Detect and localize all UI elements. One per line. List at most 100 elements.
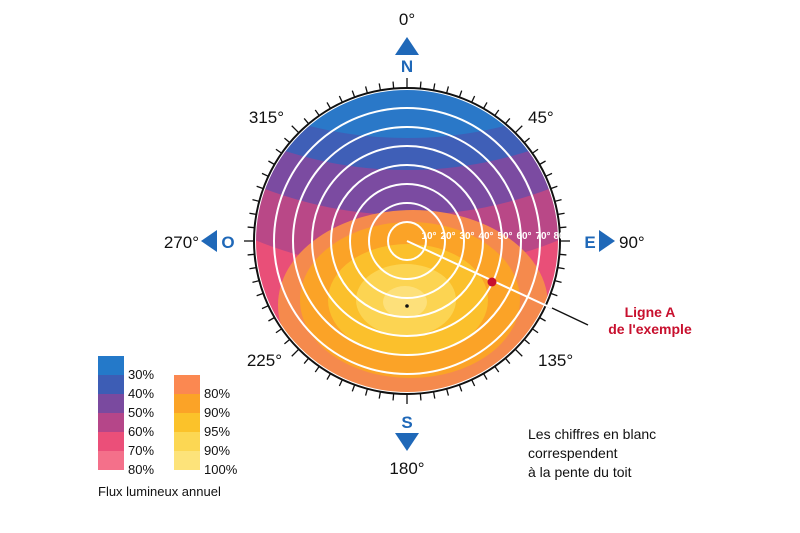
rim-tick — [471, 95, 476, 103]
compass-arrows — [201, 37, 615, 451]
legend-warm-swatch — [174, 432, 200, 451]
legend-cool-label: 60% — [128, 424, 155, 439]
rim-tick — [249, 266, 257, 270]
legend-cool-swatch — [98, 375, 124, 394]
example-line-a-outer — [551, 307, 589, 326]
north-arrow-icon — [395, 37, 419, 55]
rim-tick — [291, 348, 300, 357]
rim-tick — [351, 90, 356, 98]
rim-tick — [559, 226, 567, 229]
rim-tick — [268, 160, 275, 166]
degree-270: 270° — [164, 233, 199, 252]
rim-tick — [392, 81, 395, 89]
note-line-2: correspendent — [528, 445, 618, 461]
legend-cool-swatch — [98, 356, 124, 375]
slope-labels: 10° 20° 30° 40° 50° 60° 70° 80° — [421, 231, 568, 242]
rim-tick — [261, 305, 269, 310]
degree-180: 180° — [389, 459, 424, 478]
example-caption-line-1: Ligne A — [625, 304, 676, 320]
rim-tick — [514, 348, 523, 357]
legend-warm-label: 90% — [204, 405, 231, 420]
example-point — [487, 277, 497, 287]
rim-tick — [284, 137, 291, 144]
degree-90: 90° — [619, 233, 645, 252]
rim-tick — [557, 212, 565, 216]
rim-tick — [303, 357, 310, 364]
degree-0: 0° — [399, 10, 415, 29]
rim-tick — [247, 226, 255, 229]
rim-tick — [550, 185, 558, 190]
slope-note: Les chiffres en blanc correspendent à la… — [528, 425, 728, 482]
rim-tick — [445, 388, 450, 396]
rim-tick — [392, 393, 395, 401]
rim-tick — [338, 379, 343, 387]
legend-cool-label: 40% — [128, 386, 155, 401]
legend-warm-swatch — [174, 394, 200, 413]
rim-tick — [378, 391, 382, 399]
slope-circle — [349, 183, 465, 299]
rim-tick — [545, 172, 553, 177]
rim-tick — [504, 118, 511, 125]
rim-tick — [378, 83, 382, 91]
rim-tick — [557, 266, 565, 270]
degree-315: 315° — [249, 108, 284, 127]
west-letter: O — [221, 233, 234, 252]
note-line-3: à la pente du toit — [528, 464, 632, 480]
rim-tick — [291, 125, 300, 134]
rim-tick — [252, 198, 260, 203]
slope-circle — [311, 145, 503, 337]
rim-tick — [458, 90, 463, 98]
rim-tick — [458, 384, 463, 392]
slope-label-50: 50° — [497, 231, 512, 242]
legend-cool-label: 80% — [128, 462, 155, 477]
rim-tick — [531, 328, 539, 334]
degree-135: 135° — [538, 351, 573, 370]
rim-tick — [268, 316, 275, 322]
rim-tick — [303, 118, 310, 125]
legend-cool-swatch — [98, 451, 124, 470]
rim-tick — [445, 86, 450, 94]
tick-ring — [244, 78, 570, 404]
slope-circle — [368, 202, 446, 280]
slope-label-60: 60° — [516, 231, 531, 242]
rim-tick — [364, 86, 369, 94]
rim-tick — [523, 137, 530, 144]
south-arrow-icon — [395, 433, 419, 451]
rim-tick — [261, 172, 269, 177]
rim-tick — [256, 292, 264, 297]
rim-tick — [275, 328, 283, 334]
legend-warm-swatch — [174, 375, 200, 394]
rim-tick — [550, 292, 558, 297]
rim-tick — [539, 160, 546, 166]
rim-tick — [247, 253, 255, 256]
slope-label-10: 10° — [421, 231, 436, 242]
legend-warm-label: 100% — [204, 462, 238, 477]
rim-tick — [432, 391, 436, 399]
legend-cool-label: 50% — [128, 405, 155, 420]
rim-tick — [514, 125, 523, 134]
slope-circle — [387, 221, 427, 261]
legend-warm-label: 90% — [204, 443, 231, 458]
slope-label-20: 20° — [440, 231, 455, 242]
slope-label-80: 80° — [553, 231, 568, 242]
legend-cool-label: 30% — [128, 367, 155, 382]
rim-tick — [494, 365, 500, 373]
legend-warm-label: 95% — [204, 424, 231, 439]
note-line-1: Les chiffres en blanc — [528, 426, 657, 442]
rim-tick — [523, 338, 530, 345]
example-caption-line-2: de l'exemple — [608, 321, 692, 337]
rim-tick — [554, 198, 562, 203]
east-arrow-icon — [599, 230, 615, 252]
rim-tick — [275, 148, 283, 154]
rim-tick — [539, 316, 546, 322]
legend-cool-label: 70% — [128, 443, 155, 458]
legend-warm-swatch — [174, 451, 200, 470]
legend-warm-swatch — [174, 413, 200, 432]
rim-tick — [326, 102, 332, 109]
legend-warm-label: 80% — [204, 386, 231, 401]
rim-tick — [351, 384, 356, 392]
rim-tick — [494, 109, 500, 117]
rim-tick — [314, 109, 320, 117]
rim-tick — [471, 379, 476, 387]
